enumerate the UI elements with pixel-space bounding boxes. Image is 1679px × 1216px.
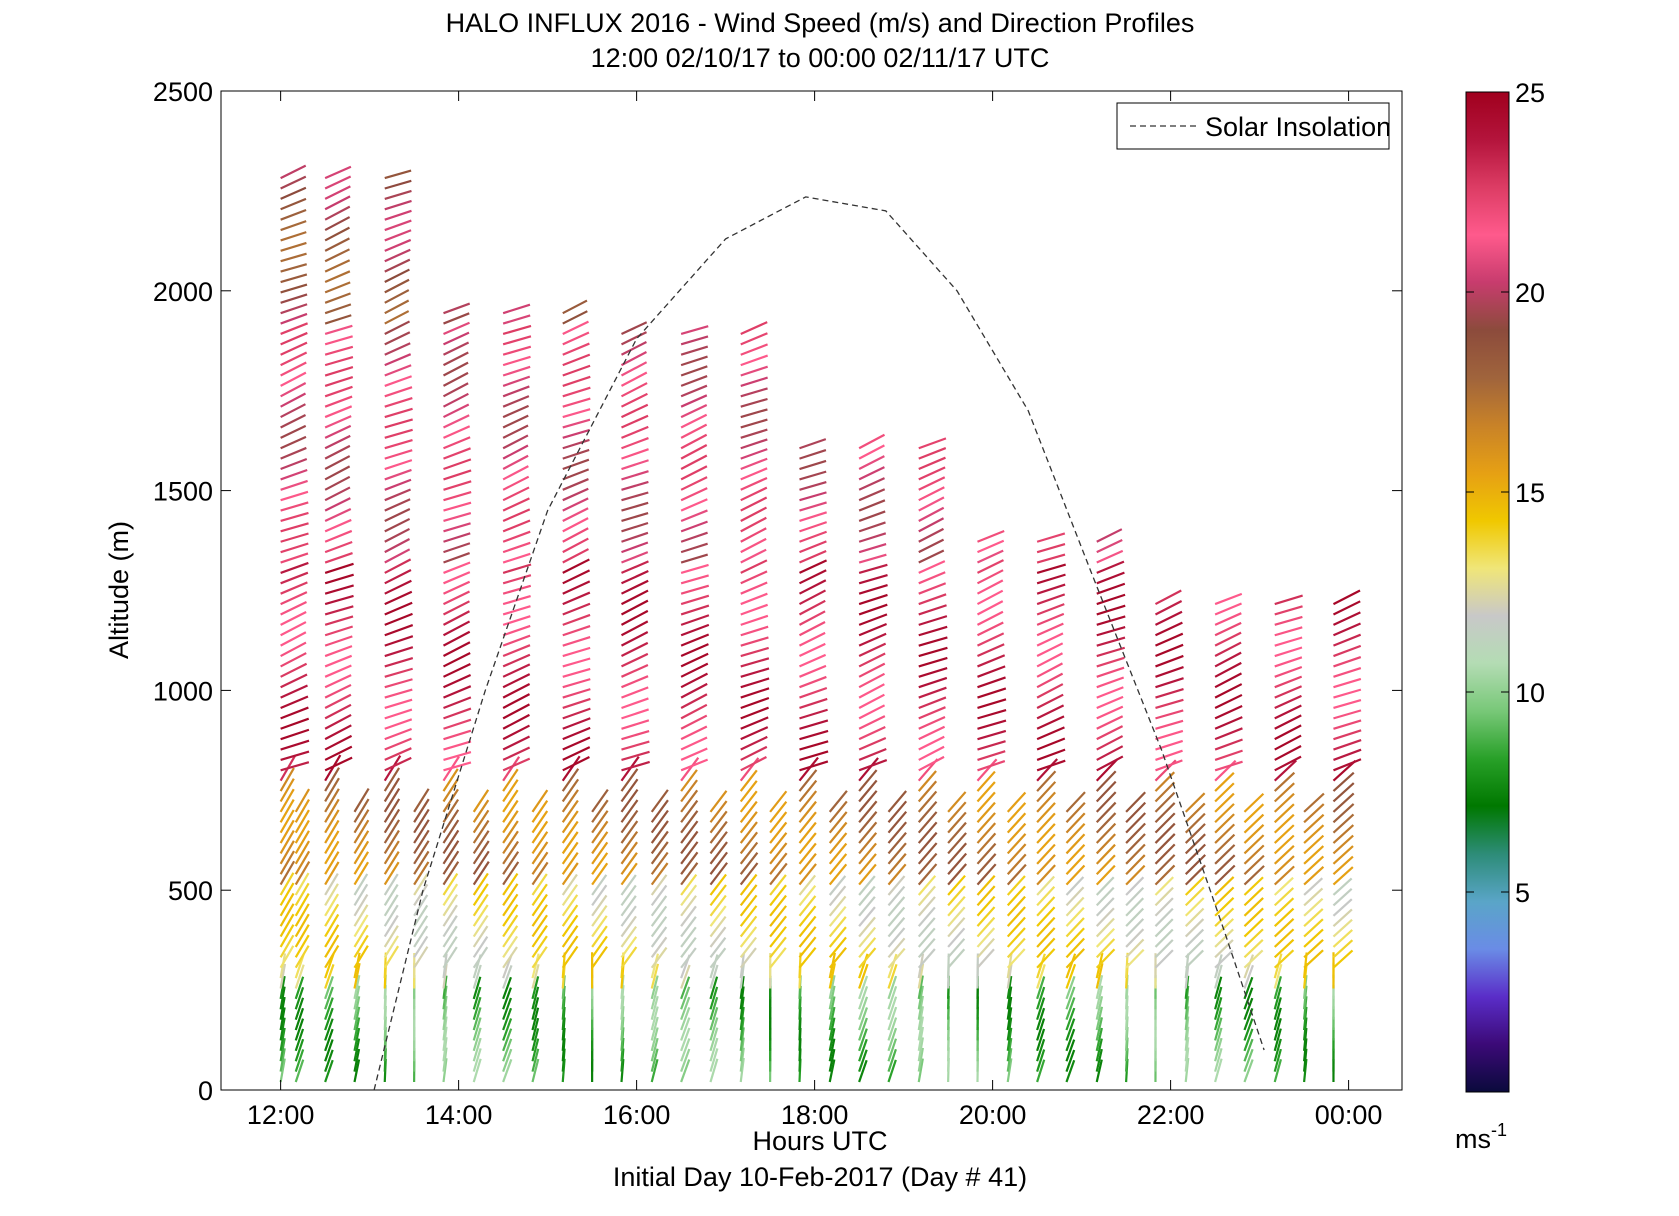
footer-label: Initial Day 10-Feb-2017 (Day # 41) — [613, 1162, 1027, 1192]
colorbar-tick-label: 20 — [1515, 278, 1545, 308]
y-tick-label: 2000 — [153, 277, 213, 307]
x-tick-label: 00:00 — [1315, 1100, 1383, 1130]
plot-area — [221, 91, 1402, 1090]
x-tick-label: 20:00 — [959, 1100, 1027, 1130]
colorbar-tick-label: 10 — [1515, 678, 1545, 708]
colorbar-tick-label: 15 — [1515, 478, 1545, 508]
colorbar-unit-label: ms-1 — [1455, 1120, 1507, 1154]
x-tick-label: 12:00 — [247, 1100, 315, 1130]
colorbar-unit-base: ms — [1455, 1124, 1491, 1154]
chart-subtitle: 12:00 02/10/17 to 00:00 02/11/17 UTC — [591, 43, 1050, 73]
wind-profile-figure: HALO INFLUX 2016 - Wind Speed (m/s) and … — [0, 0, 1679, 1216]
x-tick-label: 14:00 — [425, 1100, 493, 1130]
legend: Solar Insolation — [1117, 103, 1391, 149]
y-tick-label: 1500 — [153, 477, 213, 507]
y-tick-label: 0 — [198, 1076, 213, 1106]
y-tick-label: 1000 — [153, 676, 213, 706]
x-axis-label: Hours UTC — [752, 1126, 887, 1156]
colorbar-tick-label: 5 — [1515, 878, 1530, 908]
y-tick-label: 500 — [168, 876, 213, 906]
x-tick-label: 22:00 — [1137, 1100, 1205, 1130]
chart-title: HALO INFLUX 2016 - Wind Speed (m/s) and … — [446, 8, 1195, 38]
colorbar — [1466, 92, 1509, 1092]
y-axis-label: Altitude (m) — [104, 521, 134, 659]
x-tick-label: 16:00 — [603, 1100, 671, 1130]
colorbar-unit-exponent: -1 — [1491, 1120, 1507, 1140]
colorbar-tick-label: 25 — [1515, 78, 1545, 108]
legend-label: Solar Insolation — [1205, 112, 1391, 142]
y-tick-label: 2500 — [153, 77, 213, 107]
